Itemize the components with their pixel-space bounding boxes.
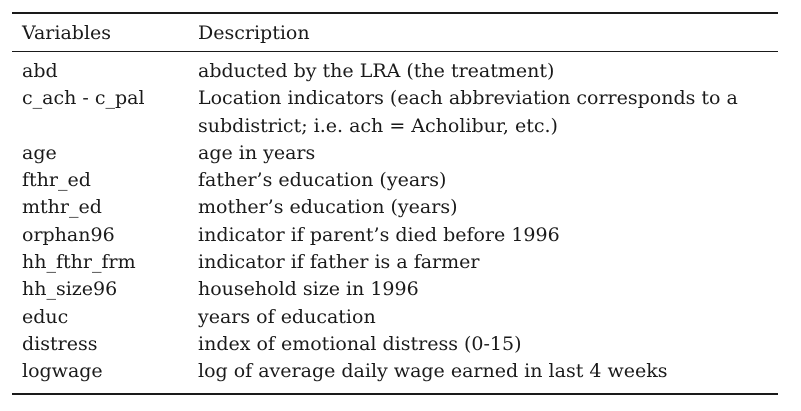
variable-description-cell: Location indicators (each abbreviation c… — [198, 87, 738, 137]
table-row: educ years of education — [12, 304, 778, 331]
variable-name-cell: hh_size96 — [22, 278, 118, 301]
variable-description-cell: age in years — [198, 141, 316, 164]
table-row: distress index of emotional distress (0-1… — [12, 331, 778, 358]
variable-description-cell: indicator if father is a farmer — [198, 251, 480, 274]
table-row: age age in years — [12, 140, 778, 167]
variable-name-cell: fthr_ed — [22, 169, 91, 192]
variable-description-cell: father’s education (years) — [198, 169, 447, 192]
variable-name-cell: mthr_ed — [22, 196, 102, 219]
table-row: orphan96 indicator if parent’s died befor… — [12, 222, 778, 249]
table-header-rule — [12, 51, 778, 52]
table-row: hh_fthr_frm indicator if father is a farm… — [12, 249, 778, 276]
variable-name-cell: educ — [22, 305, 69, 328]
variable-description-cell: log of average daily wage earned in last… — [198, 360, 668, 383]
variable-name-cell: distress — [22, 332, 98, 355]
table-header-row: Variables Description — [12, 14, 778, 51]
variable-description-cell: mother’s education (years) — [198, 196, 458, 219]
table-row: abd abducted by the LRA (the treatment) — [12, 58, 778, 85]
table-top-rule — [12, 12, 778, 14]
table-body: abd abducted by the LRA (the treatment) c_… — [12, 52, 778, 393]
variables-table: Variables Description abd abducted by the… — [12, 12, 778, 395]
variable-name-cell: age — [22, 141, 57, 164]
table-row: mthr_ed mother’s education (years) — [12, 194, 778, 221]
variable-description-cell: abducted by the LRA (the treatment) — [198, 60, 555, 82]
table-row: fthr_ed father’s education (years) — [12, 167, 778, 194]
variable-description-cell: household size in 1996 — [198, 278, 419, 301]
variable-name-cell: c_ach - c_pal — [22, 87, 145, 110]
header-description: Description — [198, 21, 310, 44]
variable-description-cell: indicator if parent’s died before 1996 — [198, 223, 560, 246]
table-row: hh_size96 household size in 1996 — [12, 276, 778, 303]
table-bottom-rule — [12, 392, 778, 395]
variable-description-cell: index of emotional distress (0-15) — [198, 332, 522, 355]
variable-name-cell: orphan96 — [22, 223, 115, 246]
table-row: logwage log of average daily wage earned … — [12, 358, 778, 385]
variable-name-cell: logwage — [22, 360, 103, 383]
variable-description-cell: years of education — [198, 305, 376, 328]
variable-name-cell: hh_fthr_frm — [22, 251, 136, 274]
table-row: c_ach - c_pal Location indicators (each a… — [12, 85, 778, 140]
header-variables: Variables — [22, 21, 112, 44]
variable-name-cell: abd — [22, 60, 58, 82]
